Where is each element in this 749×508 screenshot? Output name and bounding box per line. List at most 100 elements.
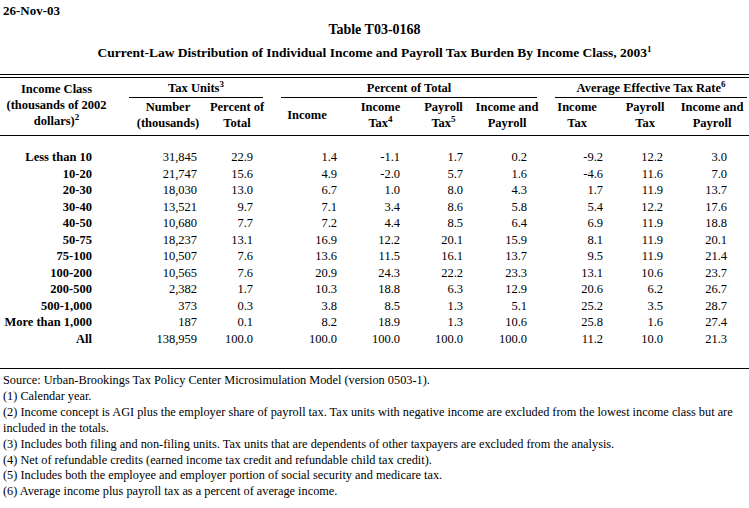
table-number: Table T03-0168 [0, 0, 749, 38]
cell: 11.9 [615, 232, 675, 249]
cell: 1.3 [412, 314, 475, 331]
group-header-percent-of-total: Percent of Total [265, 78, 539, 99]
income-class-line1: Income Class [0, 81, 113, 97]
subheader-income: Income [265, 99, 349, 136]
cell: 15.9 [475, 232, 539, 249]
table-row: 500-1,0003730.33.88.51.35.125.23.528.7 [0, 298, 749, 315]
table-row: 10-2021,74715.64.9-2.05.71.6-4.611.67.0 [0, 166, 749, 183]
cell: 8.5 [412, 215, 475, 232]
cell: 3.4 [349, 199, 412, 216]
cell: -9.2 [539, 136, 615, 166]
page-title: Current-Law Distribution of Individual I… [0, 45, 749, 61]
subheader-number-thousands: Number (thousands) [127, 99, 209, 136]
cell: 18,237 [127, 232, 209, 249]
cell: 2,382 [127, 281, 209, 298]
cell: 20.1 [412, 232, 475, 249]
row-label: 10-20 [0, 166, 127, 183]
cell: -2.0 [349, 166, 412, 183]
cell: 11.9 [615, 248, 675, 265]
cell: 100.0 [349, 331, 412, 369]
cell: 22.2 [412, 265, 475, 282]
cell: 13.7 [675, 182, 749, 199]
cell: 12.9 [475, 281, 539, 298]
cell: 373 [127, 298, 209, 315]
cell: 8.0 [412, 182, 475, 199]
footnote-ref: 1 [647, 44, 652, 54]
row-label: 500-1,000 [0, 298, 127, 315]
cell: 11.9 [615, 182, 675, 199]
subheader-avg-income-tax: Income Tax [539, 99, 615, 136]
row-label: More than 1,000 [0, 314, 127, 331]
footnote-line: (6) Average income plus payroll tax as a… [3, 484, 745, 500]
cell: 7.1 [265, 199, 349, 216]
table-row: 40-5010,6807.77.24.48.56.46.911.918.8 [0, 215, 749, 232]
cell: 27.4 [675, 314, 749, 331]
footnote-ref: 3 [219, 79, 224, 89]
document-page: 26-Nov-03 Table T03-0168 Current-Law Dis… [0, 0, 749, 508]
cell: 11.6 [615, 166, 675, 183]
cell: 6.9 [539, 215, 615, 232]
cell: 16.1 [412, 248, 475, 265]
table-row: 100-20010,5657.620.924.322.223.313.110.6… [0, 265, 749, 282]
cell: 25.2 [539, 298, 615, 315]
row-label: 200-500 [0, 281, 127, 298]
footnote-ref: 2 [75, 112, 80, 122]
distribution-table: Income Class (thousands of 2002 dollars)… [0, 77, 749, 369]
subheader-avg-income-and-payroll: Income and Payroll [675, 99, 749, 136]
cell: 3.5 [615, 298, 675, 315]
cell: -4.6 [539, 166, 615, 183]
cell: 5.8 [475, 199, 539, 216]
cell: 0.1 [209, 314, 265, 331]
cell: 8.2 [265, 314, 349, 331]
cell: 20.1 [675, 232, 749, 249]
cell: 100.0 [412, 331, 475, 369]
cell: 12.2 [615, 199, 675, 216]
cell: 16.9 [265, 232, 349, 249]
cell: 138,959 [127, 331, 209, 369]
footnotes: Source: Urban-Brookings Tax Policy Cente… [0, 373, 749, 500]
cell: 1.7 [209, 281, 265, 298]
cell: 13.1 [539, 265, 615, 282]
cell: 13.6 [265, 248, 349, 265]
cell: 5.4 [539, 199, 615, 216]
cell: 10.6 [475, 314, 539, 331]
subheader-payroll-tax: Payroll Tax5 [412, 99, 475, 136]
cell: 5.7 [412, 166, 475, 183]
cell: 11.9 [615, 215, 675, 232]
row-label: 50-75 [0, 232, 127, 249]
cell: 13.0 [209, 182, 265, 199]
cell: 21,747 [127, 166, 209, 183]
cell: 28.7 [675, 298, 749, 315]
footnote-line: (4) Net of refundable credits (earned in… [3, 453, 745, 469]
income-class-line2: (thousands of 2002 [0, 97, 113, 113]
footnote-line: Source: Urban-Brookings Tax Policy Cente… [3, 373, 745, 389]
cell: 7.0 [675, 166, 749, 183]
cell: 6.2 [615, 281, 675, 298]
cell: 7.7 [209, 215, 265, 232]
cell: 100.0 [209, 331, 265, 369]
cell: 20.9 [265, 265, 349, 282]
page-title-text: Current-Law Distribution of Individual I… [97, 45, 647, 60]
cell: 18,030 [127, 182, 209, 199]
cell: 21.4 [675, 248, 749, 265]
group-header-tax-units: Tax Units3 [127, 78, 265, 99]
footnote-line: (5) Includes both the employee and emplo… [3, 468, 745, 484]
group-header-avg-effective-tax-rate: Average Effective Tax Rate6 [539, 78, 749, 99]
cell: 8.6 [412, 199, 475, 216]
cell: 18.9 [349, 314, 412, 331]
cell: 1.4 [265, 136, 349, 166]
cell: 10.6 [615, 265, 675, 282]
cell: 11.2 [539, 331, 615, 369]
table-row: Less than 1031,84522.91.4-1.11.70.2-9.21… [0, 136, 749, 166]
cell: 10,680 [127, 215, 209, 232]
cell: 23.3 [475, 265, 539, 282]
cell: 6.3 [412, 281, 475, 298]
subheader-income-tax: Income Tax4 [349, 99, 412, 136]
cell: 1.7 [412, 136, 475, 166]
cell: 18.8 [349, 281, 412, 298]
footnote-line: (2) Income concept is AGI plus the emplo… [3, 405, 745, 437]
cell: 18.8 [675, 215, 749, 232]
report-date: 26-Nov-03 [3, 3, 60, 19]
subheader-income-and-payroll: Income and Payroll [475, 99, 539, 136]
cell: 20.6 [539, 281, 615, 298]
